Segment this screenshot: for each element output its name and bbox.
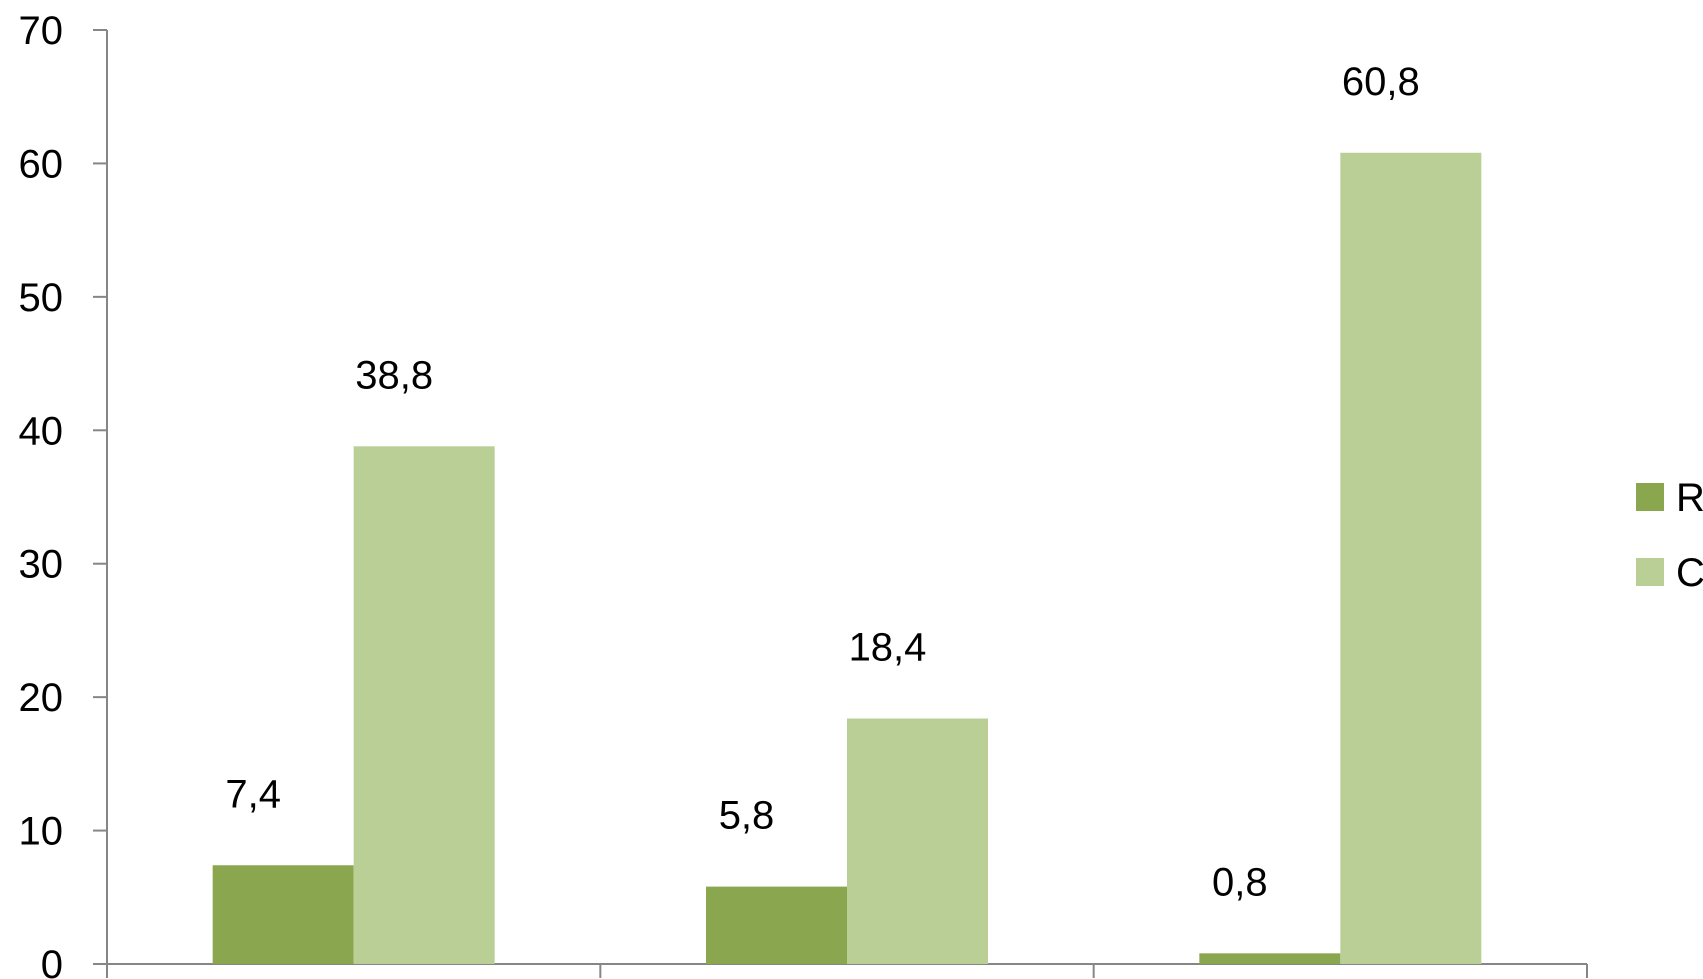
y-tick-label: 0	[41, 943, 63, 979]
data-label: 38,8	[355, 353, 433, 397]
data-label: 7,4	[225, 772, 281, 816]
bar	[847, 718, 988, 964]
data-label: 0,8	[1212, 860, 1268, 904]
legend: RC	[1636, 476, 1703, 595]
x-axis	[106, 963, 1588, 978]
legend-label: R	[1676, 476, 1703, 520]
y-tick-label: 10	[19, 810, 64, 854]
data-label: 18,4	[849, 625, 927, 669]
legend-swatch	[1636, 483, 1664, 511]
bar	[1199, 953, 1341, 964]
bar	[1340, 152, 1482, 965]
legend-swatch	[1636, 558, 1664, 586]
y-tick-label: 70	[19, 9, 64, 53]
y-tick-label: 30	[19, 543, 64, 587]
y-axis: 0 10 20 30 40 50 60 70	[19, 9, 108, 979]
legend-label: C	[1676, 551, 1703, 595]
bar	[353, 446, 495, 965]
data-labels: 7,4 5,8 0,8 38,8 18,4 60,8	[225, 60, 1419, 905]
bars	[212, 152, 1482, 965]
bar	[212, 865, 354, 964]
y-tick-label: 40	[19, 409, 64, 453]
y-tick-label: 20	[19, 676, 64, 720]
bar	[706, 886, 847, 964]
y-tick-label: 60	[19, 142, 64, 186]
y-tick-label: 50	[19, 276, 64, 320]
data-label: 5,8	[719, 794, 775, 838]
data-label: 60,8	[1342, 60, 1420, 104]
